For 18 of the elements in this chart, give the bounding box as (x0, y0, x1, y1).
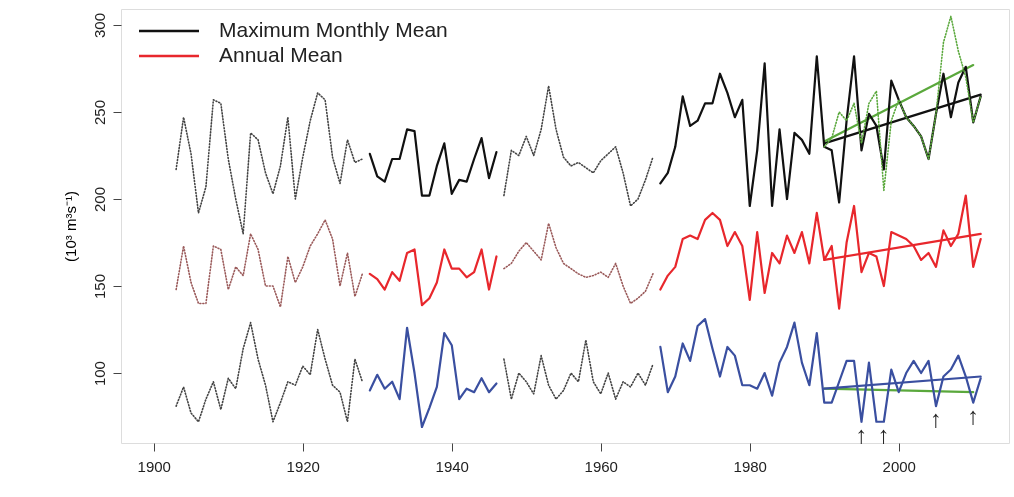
annotation: ↑ (877, 420, 890, 448)
x-tick-label: 1960 (584, 457, 618, 475)
y-tick-label: 150 (90, 274, 108, 300)
annotation: ↑ (967, 401, 980, 429)
annotation: ↑ (855, 420, 868, 448)
x-tick-label: 1900 (137, 457, 171, 475)
y-axis-title: (10³ m³s⁻¹) (61, 191, 79, 262)
legend-label: Annual Mean (219, 43, 343, 66)
annotation: ↑ (929, 405, 942, 433)
x-tick-label: 1940 (435, 457, 469, 475)
y-tick-label: 100 (90, 361, 108, 387)
y-tick-label: 300 (90, 12, 108, 39)
y-tick-label: 250 (90, 100, 108, 126)
y-tick-label: 200 (90, 187, 108, 213)
x-tick-label: 2000 (882, 457, 916, 475)
x-tick-label: 1980 (733, 457, 767, 475)
legend-label: Maximum Monthly Mean (219, 18, 448, 41)
x-tick-label: 1920 (286, 457, 320, 475)
